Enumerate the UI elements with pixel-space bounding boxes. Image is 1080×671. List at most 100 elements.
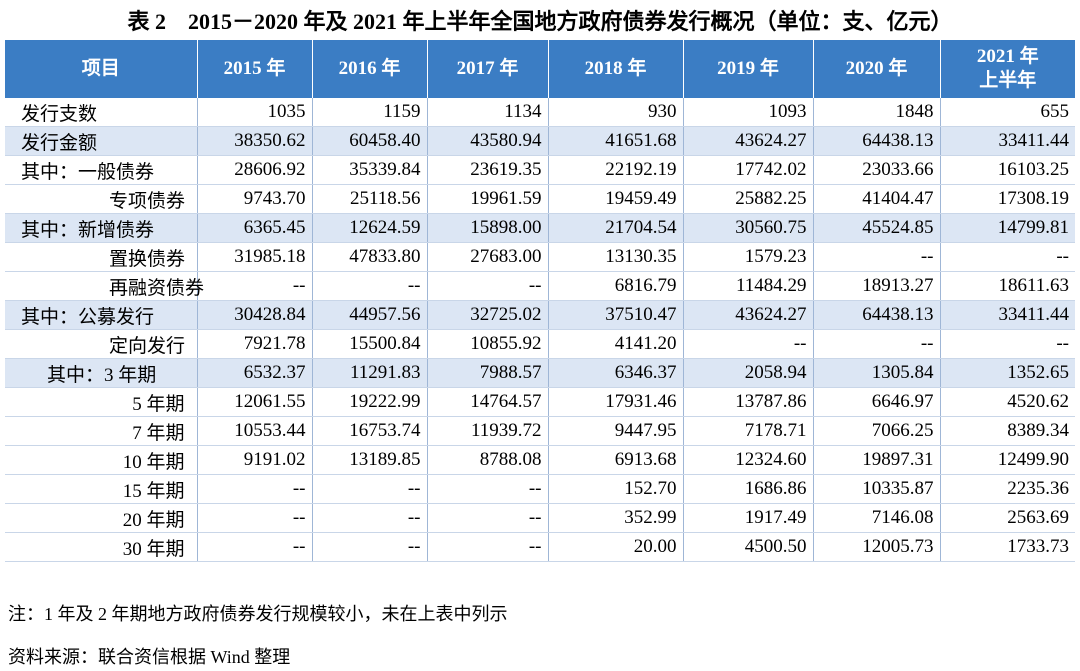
table-row: 其中：新增债券 6365.45 12624.59 15898.00 21704.54 30…: [5, 213, 1075, 243]
cell: 19897.31: [812, 445, 940, 475]
cell: --: [311, 271, 427, 301]
header-cell: 2021 年 上半年: [939, 40, 1075, 98]
table-row: 5 年期 12061.55 19222.99 14764.57 17931.46 1378…: [5, 387, 1075, 417]
table-row: 其中：3 年期 6532.37 11291.83 7988.57 6346.37 2058…: [5, 358, 1075, 388]
cell: --: [812, 329, 940, 359]
cell: --: [426, 271, 548, 301]
row-label: 其中：3 年期: [5, 358, 197, 388]
cell: 4500.50: [682, 532, 813, 562]
header-cell: 项目: [5, 40, 197, 98]
row-label: 置换债券: [5, 242, 197, 272]
cell: 43624.27: [682, 126, 813, 156]
cell: 23619.35: [426, 155, 548, 185]
cell: 33411.44: [939, 300, 1075, 330]
cell: --: [311, 474, 427, 504]
row-label: 发行金额: [5, 126, 197, 156]
cell: --: [196, 532, 312, 562]
cell: 10553.44: [196, 416, 312, 446]
cell: 25118.56: [311, 184, 427, 214]
cell: 37510.47: [547, 300, 683, 330]
table-body: 发行支数 1035 1159 1134 930 1093 1848 655 发行金额 38350.…: [5, 98, 1075, 562]
table-row: 专项债券 9743.70 25118.56 19961.59 19459.49 25882…: [5, 184, 1075, 214]
cell: 43624.27: [682, 300, 813, 330]
cell: 1093: [682, 98, 813, 127]
cell: 11939.72: [426, 416, 548, 446]
cell: --: [939, 329, 1075, 359]
header-cell: 2015 年: [196, 40, 312, 98]
cell: --: [939, 242, 1075, 272]
table-row: 其中：公募发行 30428.84 44957.56 32725.02 37510.47 4…: [5, 300, 1075, 330]
cell: 43580.94: [426, 126, 548, 156]
cell: 30428.84: [196, 300, 312, 330]
cell: 14764.57: [426, 387, 548, 417]
table-row: 发行支数 1035 1159 1134 930 1093 1848 655: [5, 98, 1075, 127]
row-label: 20 年期: [5, 503, 197, 533]
cell: --: [426, 532, 548, 562]
cell: 12624.59: [311, 213, 427, 243]
cell: 930: [547, 98, 683, 127]
cell: 12061.55: [196, 387, 312, 417]
cell: --: [311, 532, 427, 562]
table-row: 7 年期 10553.44 16753.74 11939.72 9447.95 7178.…: [5, 416, 1075, 446]
cell: 1159: [311, 98, 427, 127]
cell: 6913.68: [547, 445, 683, 475]
cell: 13787.86: [682, 387, 813, 417]
row-label: 15 年期: [5, 474, 197, 504]
row-label: 专项债券: [5, 184, 197, 214]
table-row: 发行金额 38350.62 60458.40 43580.94 41651.68 4362…: [5, 126, 1075, 156]
cell: 1035: [196, 98, 312, 127]
row-label: 再融资债券: [5, 271, 204, 301]
cell: 44957.56: [311, 300, 427, 330]
cell: --: [812, 242, 940, 272]
table-row: 其中：一般债券 28606.92 35339.84 23619.35 22192.19 1…: [5, 155, 1075, 185]
row-label: 10 年期: [5, 445, 197, 475]
cell: 6346.37: [547, 358, 683, 388]
cell: 41404.47: [812, 184, 940, 214]
cell: 12005.73: [812, 532, 940, 562]
cell: 10855.92: [426, 329, 548, 359]
data-table: 项目 2015 年 2016 年 2017 年 2018 年 2019 年 2020 年 20…: [5, 40, 1075, 562]
row-label: 30 年期: [5, 532, 197, 562]
table-title: 表 2 2015－2020 年及 2021 年上半年全国地方政府债券发行概况（单…: [127, 9, 953, 34]
table-row: 再融资债券 -- -- -- 6816.79 11484.29 18913.27 18611.…: [5, 271, 1075, 301]
cell: 1848: [812, 98, 940, 127]
cell: 6365.45: [196, 213, 312, 243]
cell: 7921.78: [196, 329, 312, 359]
row-label: 5 年期: [5, 387, 197, 417]
cell: 19459.49: [547, 184, 683, 214]
header-cell: 2016 年: [311, 40, 427, 98]
cell: 152.70: [547, 474, 683, 504]
cell: 6532.37: [196, 358, 312, 388]
cell: 38350.62: [196, 126, 312, 156]
table-row: 15 年期 -- -- -- 152.70 1686.86 10335.87 2235.36: [5, 474, 1075, 504]
cell: 1305.84: [812, 358, 940, 388]
cell: 2235.36: [939, 474, 1075, 504]
cell: 17742.02: [682, 155, 813, 185]
cell: 28606.92: [196, 155, 312, 185]
cell: 21704.54: [547, 213, 683, 243]
cell: 14799.81: [939, 213, 1075, 243]
cell: 13130.35: [547, 242, 683, 272]
cell: 15898.00: [426, 213, 548, 243]
cell: 20.00: [547, 532, 683, 562]
cell: 6646.97: [812, 387, 940, 417]
cell: --: [426, 474, 548, 504]
cell: 1579.23: [682, 242, 813, 272]
cell: 64438.13: [812, 126, 940, 156]
cell: 19961.59: [426, 184, 548, 214]
cell: 64438.13: [812, 300, 940, 330]
cell: 22192.19: [547, 155, 683, 185]
cell: 655: [939, 98, 1075, 127]
cell: 23033.66: [812, 155, 940, 185]
cell: 25882.25: [682, 184, 813, 214]
cell: 16103.25: [939, 155, 1075, 185]
cell: 7146.08: [812, 503, 940, 533]
cell: 12324.60: [682, 445, 813, 475]
cell: 18611.63: [939, 271, 1075, 301]
cell: --: [682, 329, 813, 359]
header-cell: 2019 年: [682, 40, 813, 98]
cell: 30560.75: [682, 213, 813, 243]
cell: 8389.34: [939, 416, 1075, 446]
cell: 1134: [426, 98, 548, 127]
cell: 19222.99: [311, 387, 427, 417]
